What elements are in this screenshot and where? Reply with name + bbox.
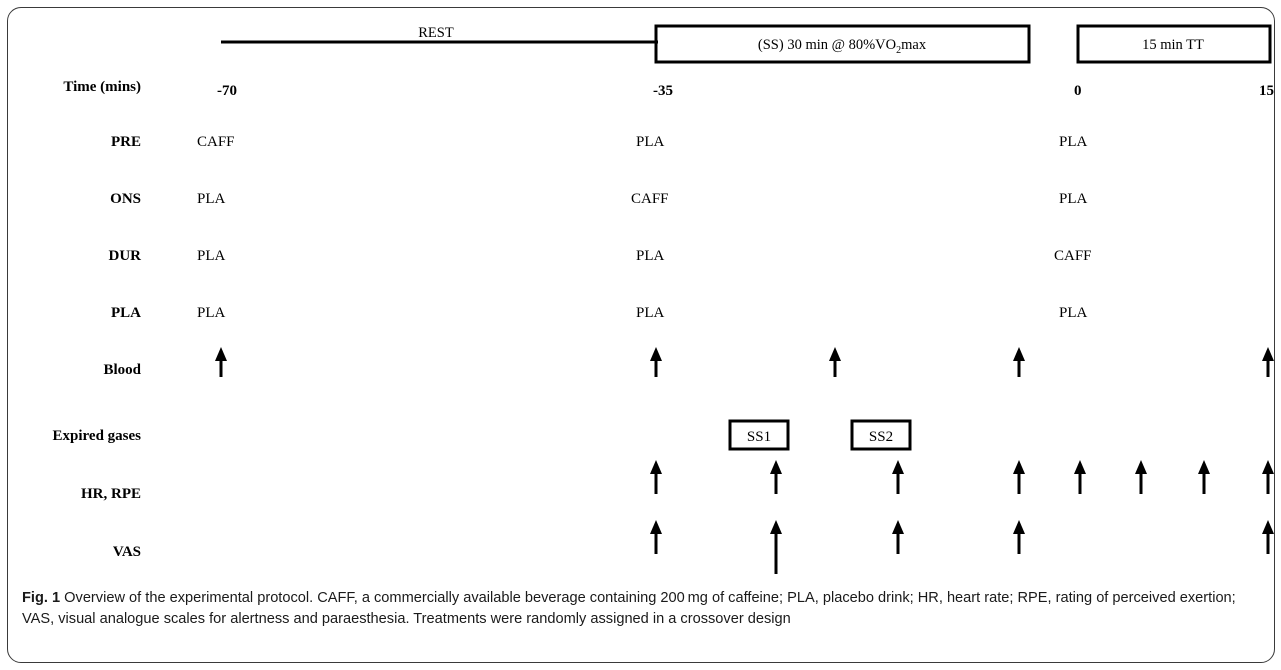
cell-pla-0: PLA xyxy=(1059,305,1088,321)
cell-dur-0: CAFF xyxy=(1054,248,1092,264)
cell-ons-minus-70: PLA xyxy=(197,191,226,207)
protocol-diagram: REST (SS) 30 min @ 80%VO2max 15 min TT T… xyxy=(53,24,1274,574)
row-label-dur: DUR xyxy=(109,248,142,264)
vas-arrow-icon-1 xyxy=(650,520,662,554)
vas-arrow-icon-3 xyxy=(892,520,904,554)
cell-pre-minus-35: PLA xyxy=(636,134,665,150)
caption-text: Overview of the experimental protocol. C… xyxy=(22,590,1236,627)
hr-rpe-arrow-icon-3 xyxy=(892,460,904,494)
cell-ons-minus-35: CAFF xyxy=(631,191,669,207)
figure-caption: Fig. 1 Overview of the experimental prot… xyxy=(22,588,1262,630)
blood-arrow-icon-2 xyxy=(650,347,662,377)
hr-rpe-arrow-icon-1 xyxy=(650,460,662,494)
hr-rpe-arrow-icon-7 xyxy=(1198,460,1210,494)
vas-arrow-icon-4 xyxy=(1013,520,1025,554)
cell-ons-0: PLA xyxy=(1059,191,1088,207)
cell-pla-minus-35: PLA xyxy=(636,305,665,321)
blood-arrow-icon-5 xyxy=(1262,347,1274,377)
steady-state-box xyxy=(654,24,1031,64)
hr-rpe-arrow-icon-2 xyxy=(770,460,782,494)
blood-arrow-icon-1 xyxy=(215,347,227,377)
figure-frame: REST (SS) 30 min @ 80%VO2max 15 min TT T… xyxy=(7,7,1275,663)
ss2-box xyxy=(850,419,912,451)
tick-minus-35: -35 xyxy=(653,83,673,99)
hr-rpe-arrow-icon-4 xyxy=(1013,460,1025,494)
cell-dur-minus-70: PLA xyxy=(197,248,226,264)
cell-dur-minus-35: PLA xyxy=(636,248,665,264)
row-label-pre: PRE xyxy=(111,134,141,150)
time-trial-box xyxy=(1076,24,1272,64)
vas-arrow-icon-5 xyxy=(1262,520,1274,554)
blood-sample-arrows xyxy=(215,347,1274,377)
tick-0: 0 xyxy=(1074,83,1082,99)
tick-minus-70: -70 xyxy=(217,83,237,99)
ss1-label: SS1 xyxy=(747,429,771,445)
ss1-box xyxy=(728,419,790,451)
vas-arrows xyxy=(650,520,1274,574)
row-label-pla: PLA xyxy=(111,305,141,321)
caption-fig-label: Fig. 1 xyxy=(22,590,61,606)
hr-rpe-arrow-icon-6 xyxy=(1135,460,1147,494)
hr-rpe-arrows xyxy=(650,460,1274,494)
rest-label: REST xyxy=(418,25,454,41)
cell-pla-minus-70: PLA xyxy=(197,305,226,321)
row-label-ons: ONS xyxy=(110,191,141,207)
tick-15: 15 xyxy=(1259,83,1274,99)
cell-pre-0: PLA xyxy=(1059,134,1088,150)
row-label-vas: VAS xyxy=(113,544,141,560)
ss2-label: SS2 xyxy=(869,429,893,445)
blood-arrow-icon-4 xyxy=(1013,347,1025,377)
blood-arrow-icon-3 xyxy=(829,347,841,377)
row-label-hr-rpe: HR, RPE xyxy=(81,486,141,502)
vas-arrow-icon-2 xyxy=(770,520,782,574)
steady-state-label: (SS) 30 min @ 80%VO2max xyxy=(758,37,927,56)
time-trial-label: 15 min TT xyxy=(1142,37,1204,53)
time-axis-label: Time (mins) xyxy=(63,79,141,95)
hr-rpe-arrow-icon-8 xyxy=(1262,460,1274,494)
cell-pre-minus-70: CAFF xyxy=(197,134,235,150)
row-label-blood: Blood xyxy=(103,362,141,378)
hr-rpe-arrow-icon-5 xyxy=(1074,460,1086,494)
row-label-expired-gases: Expired gases xyxy=(53,428,142,444)
